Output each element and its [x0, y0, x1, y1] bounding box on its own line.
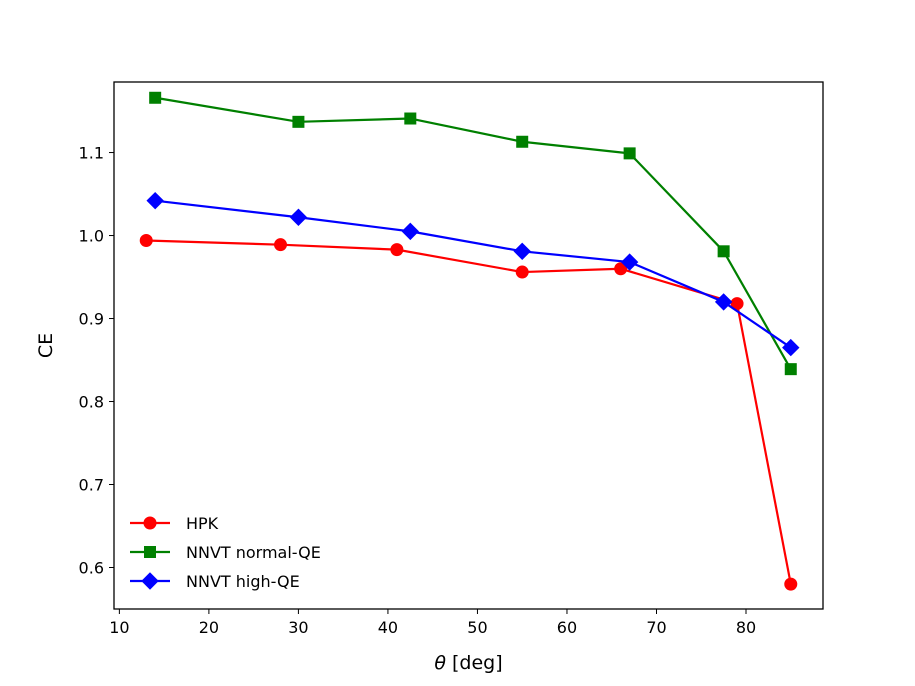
data-point	[784, 363, 797, 376]
y-tick-label: 0.8	[79, 393, 104, 412]
x-tick-label: 10	[109, 618, 129, 637]
data-point	[614, 262, 628, 276]
data-point	[730, 297, 744, 311]
data-point	[714, 293, 733, 311]
data-point	[292, 115, 305, 128]
legend-label: NNVT normal-QE	[186, 543, 321, 562]
legend-marker	[144, 546, 156, 558]
data-point	[717, 245, 730, 258]
legend-marker	[141, 572, 159, 590]
legend-item: NNVT high-QE	[130, 572, 300, 591]
x-axis-title-unit: [deg]	[452, 652, 503, 674]
data-point	[401, 222, 420, 241]
x-axis: 10 20 30 40 50 60 70 80	[109, 609, 756, 637]
series-hpk	[139, 234, 798, 591]
data-point	[274, 238, 288, 252]
x-tick-label: 70	[646, 618, 666, 637]
data-point	[289, 208, 308, 226]
legend-marker	[143, 516, 157, 530]
x-tick-label: 30	[288, 618, 308, 637]
data-point	[139, 234, 153, 248]
y-tick-label: 0.9	[79, 310, 104, 329]
series-nnvt-high-qe	[146, 191, 800, 357]
data-point	[149, 91, 162, 104]
y-tick-label: 0.7	[79, 476, 104, 495]
x-tick-label: 50	[467, 618, 487, 637]
data-point	[784, 577, 798, 591]
legend-label: NNVT high-QE	[186, 572, 300, 591]
legend: HPK NNVT normal-QE NNVT high-QE	[130, 514, 321, 591]
y-axis: 0.6 0.7 0.8 0.9 1.0 1.1	[79, 144, 114, 578]
data-point	[782, 338, 800, 357]
data-point	[515, 265, 529, 279]
plot-frame	[113, 81, 824, 610]
x-tick-label: 80	[736, 618, 756, 637]
legend-item: HPK	[130, 514, 219, 533]
data-point	[620, 253, 639, 271]
y-axis-title: CE	[35, 333, 57, 358]
x-tick-label: 60	[557, 618, 577, 637]
x-tick-label: 40	[378, 618, 398, 637]
legend-item: NNVT normal-QE	[130, 543, 321, 562]
series-line	[154, 96, 792, 370]
x-axis-title-symbol: θ	[434, 652, 446, 674]
x-tick-label: 20	[199, 618, 219, 637]
series-layer	[139, 91, 800, 591]
data-point	[146, 191, 164, 210]
y-tick-label: 1.1	[79, 144, 104, 163]
data-point	[623, 147, 636, 160]
x-axis-title: θ [deg]	[434, 652, 502, 674]
data-point	[404, 112, 417, 125]
y-tick-label: 0.6	[79, 559, 104, 578]
data-point	[516, 135, 529, 148]
y-tick-label: 1.0	[79, 227, 104, 246]
series-nnvt-normal-qe	[149, 91, 797, 376]
data-point	[513, 242, 531, 261]
series-line	[146, 239, 792, 585]
data-point	[390, 243, 404, 257]
legend-label: HPK	[186, 514, 219, 533]
